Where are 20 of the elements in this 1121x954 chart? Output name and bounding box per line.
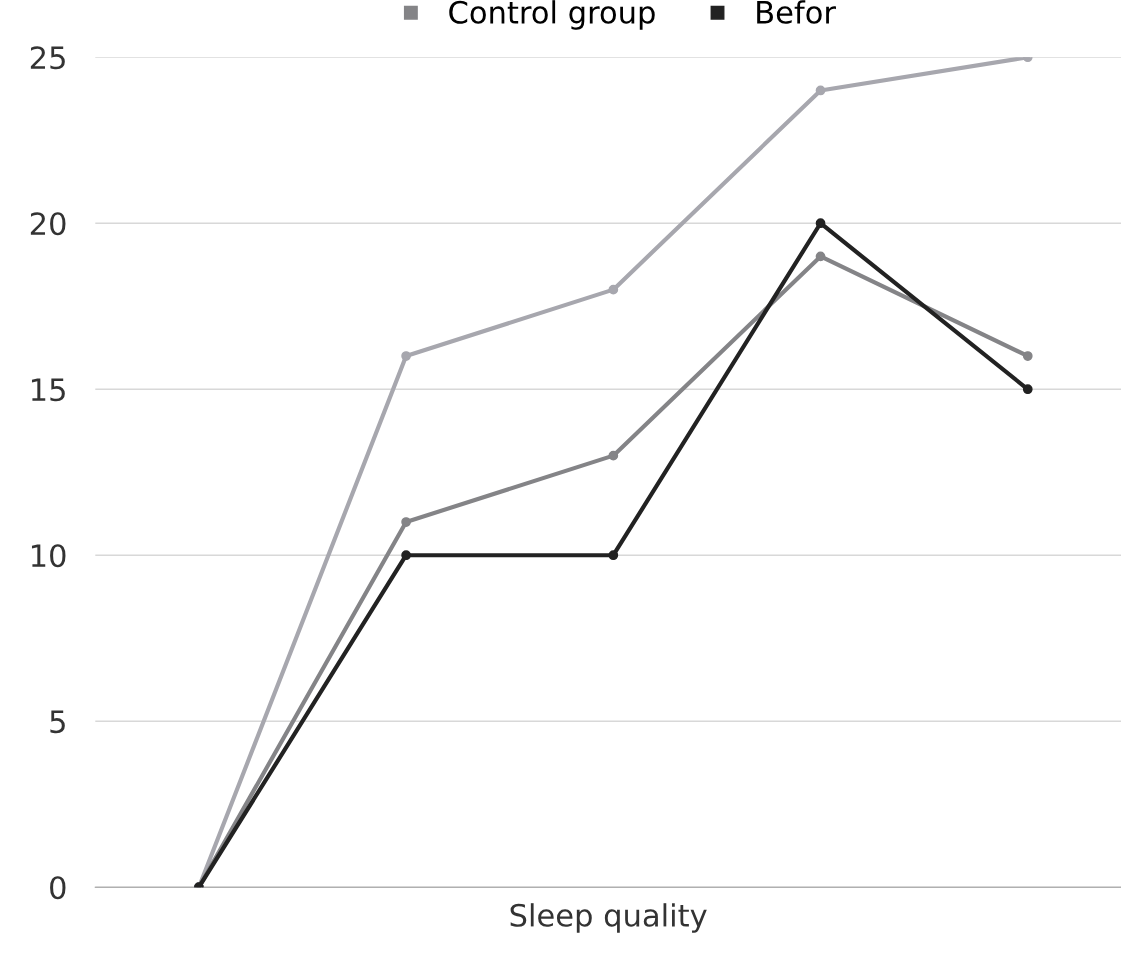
y-tick-label: 0 <box>50 876 66 900</box>
point <box>401 550 411 561</box>
point <box>815 218 826 229</box>
point <box>815 85 826 96</box>
y-tick-label: 5 <box>50 710 65 734</box>
point <box>608 550 619 561</box>
y-tick-label: 25 <box>30 46 65 70</box>
y-tick-label: 10 <box>31 544 66 568</box>
point <box>815 251 826 262</box>
point <box>401 517 411 527</box>
point <box>1022 384 1033 395</box>
legend-label: Control group <box>449 0 655 30</box>
legend-label: Befor <box>757 0 836 24</box>
point <box>608 284 619 295</box>
x-axis-title: Sleep quality <box>510 903 707 933</box>
point <box>401 351 411 361</box>
point <box>1022 351 1033 361</box>
y-tick-label: 20 <box>30 212 66 236</box>
point <box>608 450 619 461</box>
y-tick-label: 15 <box>31 378 65 402</box>
